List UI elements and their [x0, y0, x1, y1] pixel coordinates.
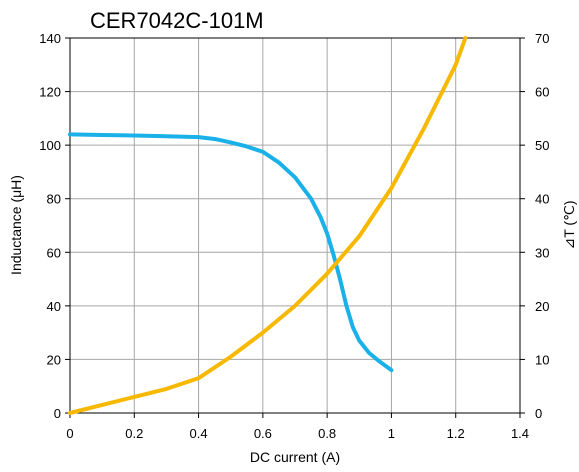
x-tick-label: 0.4 — [190, 426, 208, 441]
y-left-tick-label: 20 — [47, 352, 61, 367]
y-right-tick-label: 20 — [535, 299, 549, 314]
plot-frame — [69, 37, 521, 414]
chart-title: CER7042C-101M — [90, 8, 264, 33]
y-axis-left-label: Inductance (μH) — [8, 175, 24, 275]
x-tick-label: 1 — [388, 426, 395, 441]
y-left-tick-label: 120 — [39, 85, 61, 100]
y-right-tick-label: 0 — [535, 406, 542, 421]
x-tick-label: 1.2 — [447, 426, 465, 441]
series-line-temperature-rise — [68, 36, 468, 415]
y-left-tick-label: 80 — [47, 192, 61, 207]
y-left-tick-label: 60 — [47, 245, 61, 260]
y-right-tick-label: 40 — [535, 192, 549, 207]
x-tick-label: 0.2 — [125, 426, 143, 441]
y-right-tick-label: 50 — [535, 138, 549, 153]
y-axis-right-label: ⊿T (℃) — [561, 201, 577, 250]
grid — [70, 38, 520, 413]
x-tick-label: 0.8 — [318, 426, 336, 441]
y-axis-right: 0 10 20 30 40 50 60 70 — [520, 31, 549, 421]
x-axis: 0 0.2 0.4 0.6 0.8 1 1.2 1.4 — [66, 413, 529, 441]
y-right-tick-label: 70 — [535, 31, 549, 46]
y-left-tick-label: 0 — [54, 406, 61, 421]
y-left-tick-label: 140 — [39, 31, 61, 46]
x-tick-label: 1.4 — [511, 426, 529, 441]
x-tick-label: 0.6 — [254, 426, 272, 441]
series-group — [68, 36, 468, 415]
series-line-inductance — [68, 132, 394, 373]
y-axis-left: 0 20 40 60 80 100 120 140 — [39, 31, 70, 421]
y-right-tick-label: 30 — [535, 245, 549, 260]
x-tick-label: 0 — [66, 426, 73, 441]
x-axis-label: DC current (A) — [250, 449, 340, 465]
y-left-tick-label: 40 — [47, 299, 61, 314]
y-left-tick-label: 100 — [39, 138, 61, 153]
y-right-tick-label: 60 — [535, 85, 549, 100]
y-right-tick-label: 10 — [535, 352, 549, 367]
